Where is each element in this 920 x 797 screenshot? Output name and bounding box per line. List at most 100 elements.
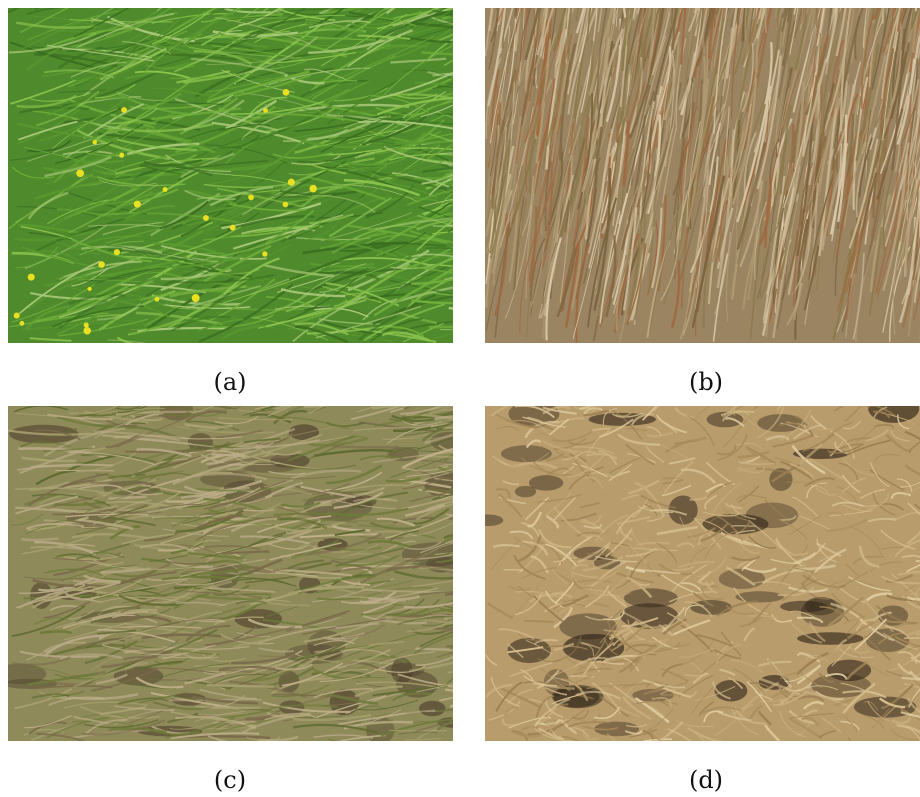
texture	[593, 545, 609, 561]
texture	[403, 406, 417, 410]
texture	[489, 8, 521, 144]
texture	[741, 557, 757, 571]
texture	[184, 189, 236, 201]
texture	[345, 224, 448, 244]
texture	[872, 611, 892, 621]
texture	[800, 716, 820, 727]
texture	[229, 203, 307, 212]
texture	[112, 153, 198, 202]
texture	[898, 94, 912, 242]
texture	[282, 201, 289, 208]
texture	[528, 183, 553, 282]
texture	[757, 406, 785, 439]
texture	[162, 528, 230, 537]
texture	[511, 420, 549, 435]
texture	[504, 205, 532, 319]
texture	[748, 8, 754, 44]
texture	[80, 705, 160, 719]
texture	[306, 121, 371, 140]
texture	[141, 638, 180, 656]
texture	[72, 661, 149, 688]
texture	[771, 464, 800, 483]
texture	[96, 176, 186, 187]
texture	[567, 579, 611, 587]
texture	[591, 682, 622, 715]
texture	[604, 528, 633, 558]
texture	[116, 138, 198, 151]
texture	[121, 533, 175, 545]
texture	[149, 472, 193, 480]
texture	[571, 710, 590, 720]
texture	[414, 135, 453, 156]
texture	[207, 269, 260, 275]
texture	[59, 653, 122, 661]
texture	[108, 473, 146, 480]
texture	[521, 175, 534, 236]
texture	[105, 107, 158, 125]
texture	[775, 8, 783, 31]
texture	[907, 593, 920, 604]
texture	[621, 617, 659, 628]
texture	[521, 725, 539, 731]
texture	[326, 243, 379, 252]
texture	[696, 518, 733, 538]
texture	[731, 77, 758, 205]
texture	[676, 8, 680, 29]
texture	[389, 418, 443, 430]
texture	[552, 8, 567, 52]
texture	[27, 472, 109, 507]
texture	[16, 21, 97, 30]
texture	[596, 8, 608, 111]
texture	[317, 554, 356, 561]
texture	[250, 104, 333, 143]
texture	[249, 96, 288, 116]
texture	[534, 728, 576, 741]
texture	[129, 413, 163, 422]
texture	[98, 578, 157, 590]
texture	[532, 538, 552, 546]
texture	[716, 600, 759, 617]
texture	[257, 14, 346, 27]
texture	[844, 406, 862, 423]
texture	[638, 568, 681, 575]
texture	[184, 726, 254, 730]
texture	[575, 243, 591, 343]
texture	[678, 647, 714, 659]
texture	[775, 537, 792, 554]
texture	[360, 550, 439, 584]
texture	[788, 709, 815, 725]
texture	[551, 569, 570, 586]
photo-mixed-grass	[8, 406, 453, 741]
texture	[98, 179, 157, 187]
texture	[194, 664, 265, 667]
texture	[20, 427, 78, 448]
texture	[534, 8, 537, 40]
texture	[85, 268, 153, 282]
texture	[730, 707, 760, 736]
texture	[345, 20, 392, 30]
texture	[891, 492, 912, 499]
texture	[608, 620, 638, 641]
texture	[191, 294, 200, 302]
texture	[621, 8, 630, 71]
texture	[540, 8, 547, 37]
texture	[233, 439, 320, 450]
texture	[198, 709, 279, 716]
texture	[625, 723, 647, 728]
texture	[630, 413, 654, 426]
texture	[704, 494, 718, 510]
texture	[559, 43, 577, 161]
texture	[278, 568, 353, 577]
texture	[19, 106, 90, 114]
texture	[135, 676, 184, 689]
texture	[608, 683, 637, 689]
texture	[320, 8, 395, 53]
texture	[722, 406, 738, 418]
texture	[432, 83, 453, 90]
texture	[392, 598, 440, 617]
photo-dry-soil	[485, 406, 920, 741]
texture	[746, 448, 765, 461]
texture	[580, 515, 602, 525]
texture	[256, 474, 336, 480]
texture	[608, 682, 637, 704]
